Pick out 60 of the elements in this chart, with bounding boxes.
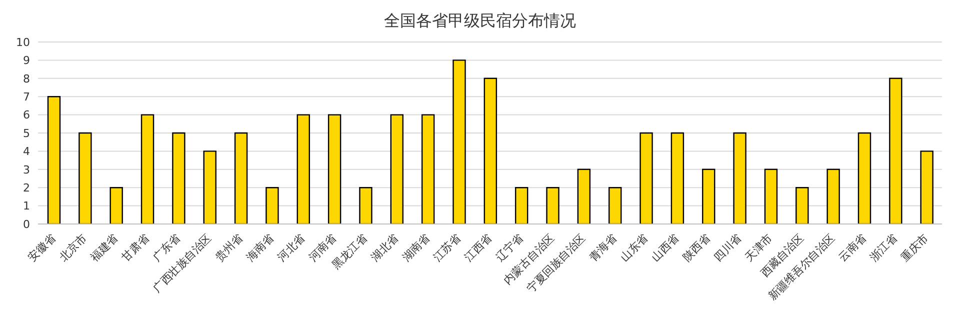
x-tick-label: 陕西省 — [680, 231, 713, 264]
bar — [484, 78, 498, 224]
x-tick-label: 湖北省 — [368, 231, 402, 264]
x-tick-label: 北京市 — [56, 231, 90, 264]
x-tick-label: 四川省 — [711, 231, 744, 264]
bar — [577, 168, 591, 224]
bar — [670, 132, 684, 224]
y-tick-label: 0 — [23, 218, 30, 231]
y-tick-label: 5 — [23, 126, 30, 140]
y-tick-label: 10 — [16, 36, 30, 49]
bar — [764, 168, 778, 224]
bar — [920, 150, 934, 224]
x-tick-label: 浙江省 — [867, 231, 900, 264]
y-tick-label: 6 — [23, 108, 30, 122]
x-tick-label: 重庆市 — [898, 231, 932, 264]
x-tick-label: 贵州省 — [212, 231, 246, 264]
bar — [796, 187, 809, 224]
bar — [702, 168, 716, 224]
x-tick-label: 云南省 — [836, 231, 869, 264]
x-tick-label: 甘肃省 — [119, 231, 152, 264]
y-tick-label: 3 — [23, 163, 30, 176]
x-tick-label: 海南省 — [244, 231, 276, 264]
y-tick-label: 9 — [23, 54, 30, 68]
y-tick-label: 4 — [23, 145, 30, 158]
x-tick-label: 安徽省 — [26, 231, 58, 264]
y-tick-label: 7 — [23, 90, 30, 104]
bar — [514, 187, 528, 224]
bar — [608, 187, 622, 224]
bar — [234, 132, 248, 224]
x-tick-label: 河北省 — [275, 231, 308, 264]
bar — [826, 168, 840, 224]
bar — [421, 114, 435, 224]
bar — [858, 132, 872, 224]
bar — [266, 187, 279, 224]
bar — [203, 150, 216, 224]
bar — [640, 132, 653, 224]
y-tick-label: 2 — [23, 182, 30, 195]
bar — [390, 114, 404, 224]
x-tick-label: 山东省 — [618, 231, 650, 264]
bar — [110, 187, 123, 224]
bar — [78, 132, 92, 224]
bar — [172, 132, 186, 224]
bar — [889, 78, 902, 224]
chart-title: 全国各省甲级民宿分布情况 — [383, 10, 577, 32]
bar — [328, 114, 342, 224]
y-tick-label: 1 — [23, 200, 30, 213]
x-tick-label: 江西省 — [462, 231, 495, 264]
bar — [140, 114, 154, 224]
x-tick-label: 福建省 — [88, 231, 121, 264]
x-tick-label: 青海省 — [586, 231, 620, 264]
bar — [452, 60, 466, 224]
bar — [359, 187, 372, 224]
bar — [47, 96, 61, 224]
x-tick-label: 山西省 — [649, 231, 682, 264]
bar — [546, 187, 560, 224]
bar — [733, 132, 746, 224]
x-tick-label: 江苏省 — [430, 231, 464, 264]
y-tick-label: 8 — [23, 72, 30, 86]
bar — [296, 114, 310, 224]
x-tick-label: 湖南省 — [400, 231, 432, 264]
